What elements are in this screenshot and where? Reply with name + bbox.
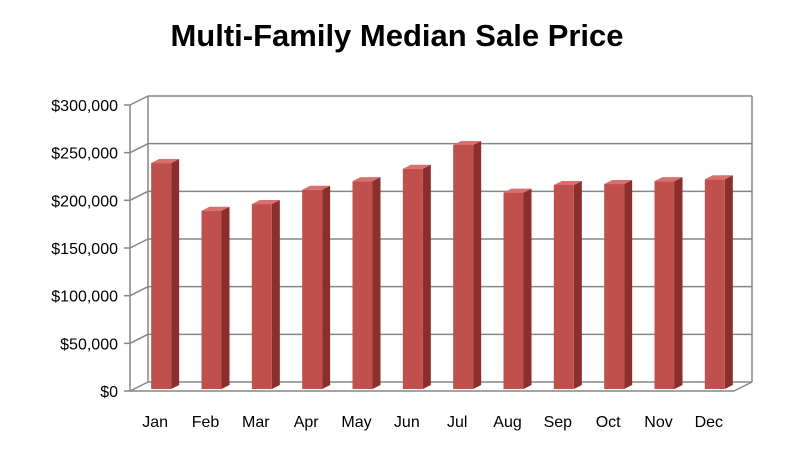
bar-jul bbox=[453, 144, 474, 389]
floor-right-edge bbox=[733, 381, 753, 392]
bar-top bbox=[704, 175, 733, 180]
gridline-diagonal bbox=[129, 190, 149, 202]
x-tick-label: Jan bbox=[142, 414, 168, 431]
chart-title: Multi-Family Median Sale Price bbox=[170, 18, 624, 53]
axes bbox=[129, 96, 753, 392]
y-tick-label: $300,000 bbox=[51, 98, 118, 115]
bar-apr bbox=[302, 189, 323, 389]
bar-top bbox=[201, 206, 230, 211]
y-tick-labels: $0 $50,000 $100,000 $150,000 $200,000 $250,00… bbox=[51, 98, 118, 401]
bar-dec bbox=[704, 179, 725, 389]
bar-top bbox=[251, 200, 280, 205]
y-tick-label: $200,000 bbox=[51, 193, 118, 210]
bar-side bbox=[372, 177, 381, 389]
bar-nov bbox=[654, 181, 675, 389]
gridline-diagonal bbox=[129, 238, 149, 249]
bars bbox=[151, 140, 733, 389]
bar-side bbox=[573, 180, 582, 389]
bar-top bbox=[654, 177, 683, 182]
gridline-diagonal bbox=[129, 142, 149, 154]
bar-side bbox=[473, 140, 482, 389]
y-tick-label: $50,000 bbox=[60, 336, 118, 353]
bar-side bbox=[724, 175, 733, 389]
bar-side bbox=[674, 177, 683, 389]
bar-top bbox=[553, 180, 582, 185]
x-tick-label: Jul bbox=[447, 414, 467, 431]
x-tick-label: Nov bbox=[644, 414, 672, 431]
bar-mar bbox=[251, 204, 272, 389]
x-tick-label: Mar bbox=[242, 414, 270, 431]
bar-jun bbox=[402, 168, 423, 389]
bar-side bbox=[624, 180, 633, 389]
bar-top bbox=[302, 185, 331, 190]
bar-side bbox=[523, 188, 532, 389]
gridline-diagonal bbox=[129, 381, 149, 392]
x-tick-label: Oct bbox=[596, 414, 621, 431]
bar-sep bbox=[553, 184, 574, 389]
gridline-diagonal bbox=[129, 285, 149, 297]
y-tick-label: $250,000 bbox=[51, 146, 118, 163]
y-tick-label: $150,000 bbox=[51, 241, 118, 258]
bar-top bbox=[352, 177, 381, 182]
x-tick-label: May bbox=[341, 414, 371, 431]
x-tick-label: Dec bbox=[695, 414, 723, 431]
y-tick-label: $100,000 bbox=[51, 289, 118, 306]
gridlines bbox=[124, 95, 752, 392]
bar-top bbox=[151, 159, 180, 164]
bar-may bbox=[352, 181, 373, 389]
bar-side bbox=[271, 200, 280, 389]
x-tick-label: Feb bbox=[192, 414, 220, 431]
bar-feb bbox=[201, 210, 222, 389]
bar-side bbox=[422, 164, 431, 389]
x-tick-label: Aug bbox=[493, 414, 521, 431]
bar-side bbox=[322, 185, 331, 389]
bar-jan bbox=[151, 163, 172, 389]
y-tick-label: $0 bbox=[100, 384, 118, 401]
bar-top bbox=[402, 164, 431, 169]
x-tick-label: Jun bbox=[394, 414, 420, 431]
bar-aug bbox=[503, 192, 524, 389]
bar-top bbox=[604, 180, 633, 185]
bar-top bbox=[503, 188, 532, 193]
gridline-diagonal bbox=[129, 95, 149, 106]
bar-side bbox=[221, 206, 230, 389]
bar-top bbox=[453, 140, 482, 145]
x-tick-label: Sep bbox=[544, 414, 573, 431]
x-tick-label: Apr bbox=[294, 414, 320, 431]
bar-oct bbox=[604, 184, 625, 389]
gridline-diagonal bbox=[129, 333, 149, 345]
bar-side bbox=[171, 159, 180, 389]
x-tick-labels: Jan Feb Mar Apr May Jun Jul Aug Sep Oct Nov Dec bbox=[142, 414, 723, 431]
